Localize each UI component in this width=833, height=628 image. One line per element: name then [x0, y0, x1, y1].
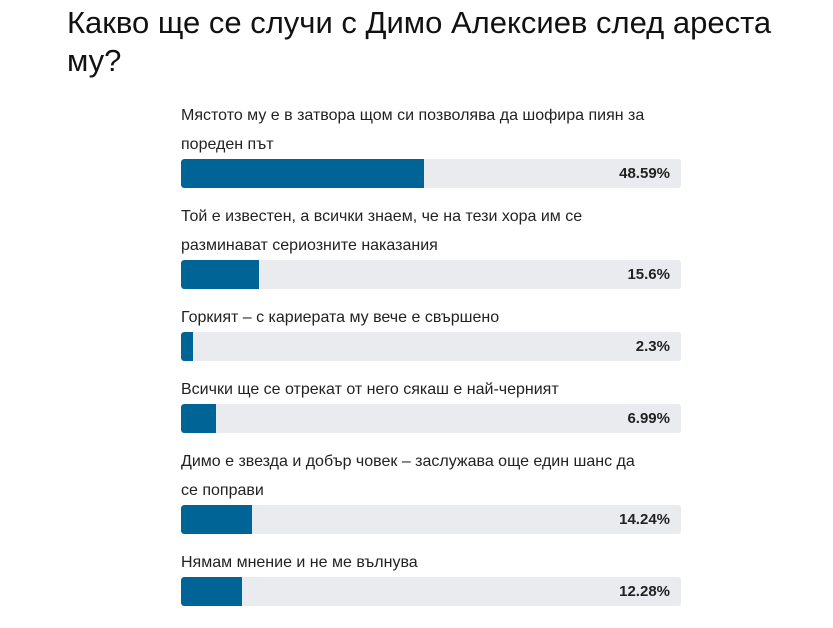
bar	[181, 159, 424, 188]
value-label: 14.24%	[619, 511, 670, 528]
value-label: 15.6%	[627, 266, 670, 283]
option-label: Мястото му е в затвора щом си позволява …	[181, 107, 645, 153]
poll-option: Всички ще се отрекат от него сякаш е най…	[181, 375, 681, 433]
bar-track: 15.6%	[181, 260, 681, 289]
bar-track: 2.3%	[181, 332, 681, 361]
poll-option: Димо е звезда и добър човек – заслужава …	[181, 447, 681, 534]
poll-title: Какво ще се случи с Димо Алексиев след а…	[67, 5, 772, 78]
option-label: Димо е звезда и добър човек – заслужава …	[181, 453, 635, 499]
value-label: 2.3%	[635, 338, 670, 355]
value-label: 6.99%	[627, 410, 670, 427]
poll-options: Мястото му е в затвора щом си позволява …	[181, 101, 681, 620]
value-label: 48.59%	[619, 165, 670, 182]
poll-option: Той е известен, а всички знаем, че на те…	[181, 202, 681, 289]
bar	[181, 577, 243, 606]
option-label: Горкият – с кариерата му вече е свършено	[181, 309, 500, 326]
bar-track: 48.59%	[181, 159, 681, 188]
bar-track: 14.24%	[181, 505, 681, 534]
bar	[181, 260, 259, 289]
poll-option: Мястото му е в затвора щом си позволява …	[181, 101, 681, 188]
bar	[181, 505, 253, 534]
option-label: Нямам мнение и не ме вълнува	[181, 554, 418, 571]
bar	[181, 332, 193, 361]
poll-option: Горкият – с кариерата му вече е свършено…	[181, 303, 681, 361]
bar-track: 12.28%	[181, 577, 681, 606]
option-label: Всички ще се отрекат от него сякаш е най…	[181, 381, 559, 398]
option-label: Той е известен, а всички знаем, че на те…	[181, 208, 583, 254]
value-label: 12.28%	[619, 583, 670, 600]
bar-track: 6.99%	[181, 404, 681, 433]
bar	[181, 404, 216, 433]
poll-option: Нямам мнение и не ме вълнува 12.28%	[181, 548, 681, 606]
